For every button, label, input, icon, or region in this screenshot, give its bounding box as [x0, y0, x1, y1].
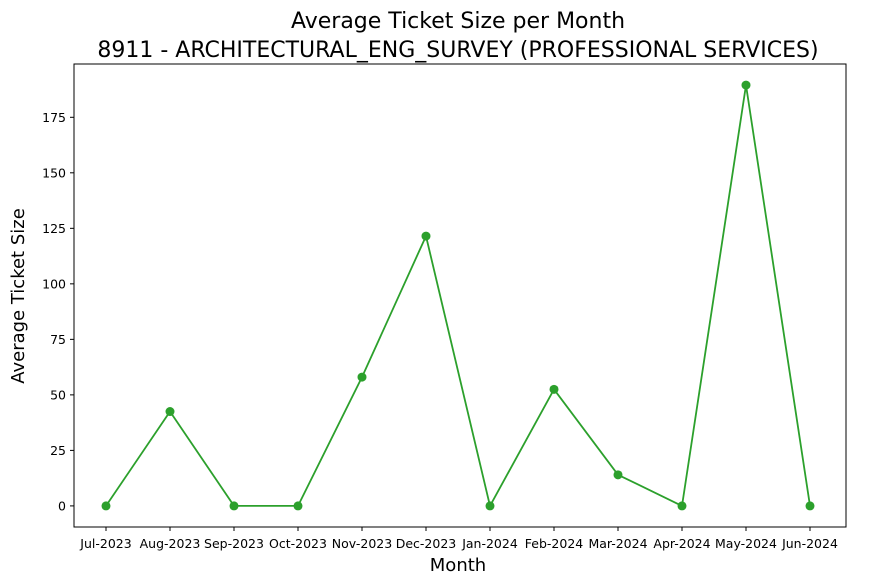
x-tick-label: Aug-2023 — [140, 536, 201, 551]
y-tick-label: 50 — [50, 387, 66, 402]
x-tick-label: Mar-2024 — [588, 536, 647, 551]
data-point — [101, 501, 111, 511]
x-tick-label: Sep-2023 — [204, 536, 264, 551]
data-point — [677, 501, 687, 511]
y-tick-label: 175 — [42, 110, 66, 125]
chart-title: Average Ticket Size per Month — [291, 9, 625, 34]
x-tick-label: Jan-2024 — [461, 536, 518, 551]
data-point — [549, 384, 559, 394]
data-point — [165, 407, 175, 417]
x-tick-label: Oct-2023 — [269, 536, 327, 551]
x-tick-label: Feb-2024 — [525, 536, 584, 551]
plot-frame — [73, 63, 847, 528]
y-axis-label: Average Ticket Size — [8, 208, 29, 384]
data-point — [421, 231, 431, 241]
series-line — [105, 84, 811, 507]
x-tick-label: Jul-2023 — [79, 536, 131, 551]
data-point — [805, 501, 815, 511]
data-point — [485, 501, 495, 511]
x-tick-label: May-2024 — [715, 536, 777, 551]
chart-subtitle: 8911 - ARCHITECTURAL_ENG_SURVEY (PROFESS… — [97, 38, 818, 63]
y-tick-label: 0 — [58, 498, 66, 513]
y-tick-label: 125 — [42, 221, 66, 236]
y-tick-label: 25 — [50, 443, 66, 458]
y-tick-label: 75 — [50, 332, 66, 347]
y-tick-label: 150 — [42, 165, 66, 180]
x-axis-label: Month — [430, 555, 486, 576]
x-tick-label: Jun-2024 — [781, 536, 838, 551]
data-point — [293, 501, 303, 511]
plot-area: 0 25 50 75 100 125 150 175 Jul-2023 Aug-2023 Sep-2… — [42, 63, 847, 551]
data-point — [229, 501, 239, 511]
data-point — [357, 372, 367, 382]
x-tick-label: Apr-2024 — [653, 536, 710, 551]
y-tick-label: 100 — [42, 276, 66, 291]
x-tick-label: Dec-2023 — [396, 536, 457, 551]
x-tick-label: Nov-2023 — [332, 536, 392, 551]
data-point — [741, 80, 751, 90]
data-point — [613, 470, 623, 480]
